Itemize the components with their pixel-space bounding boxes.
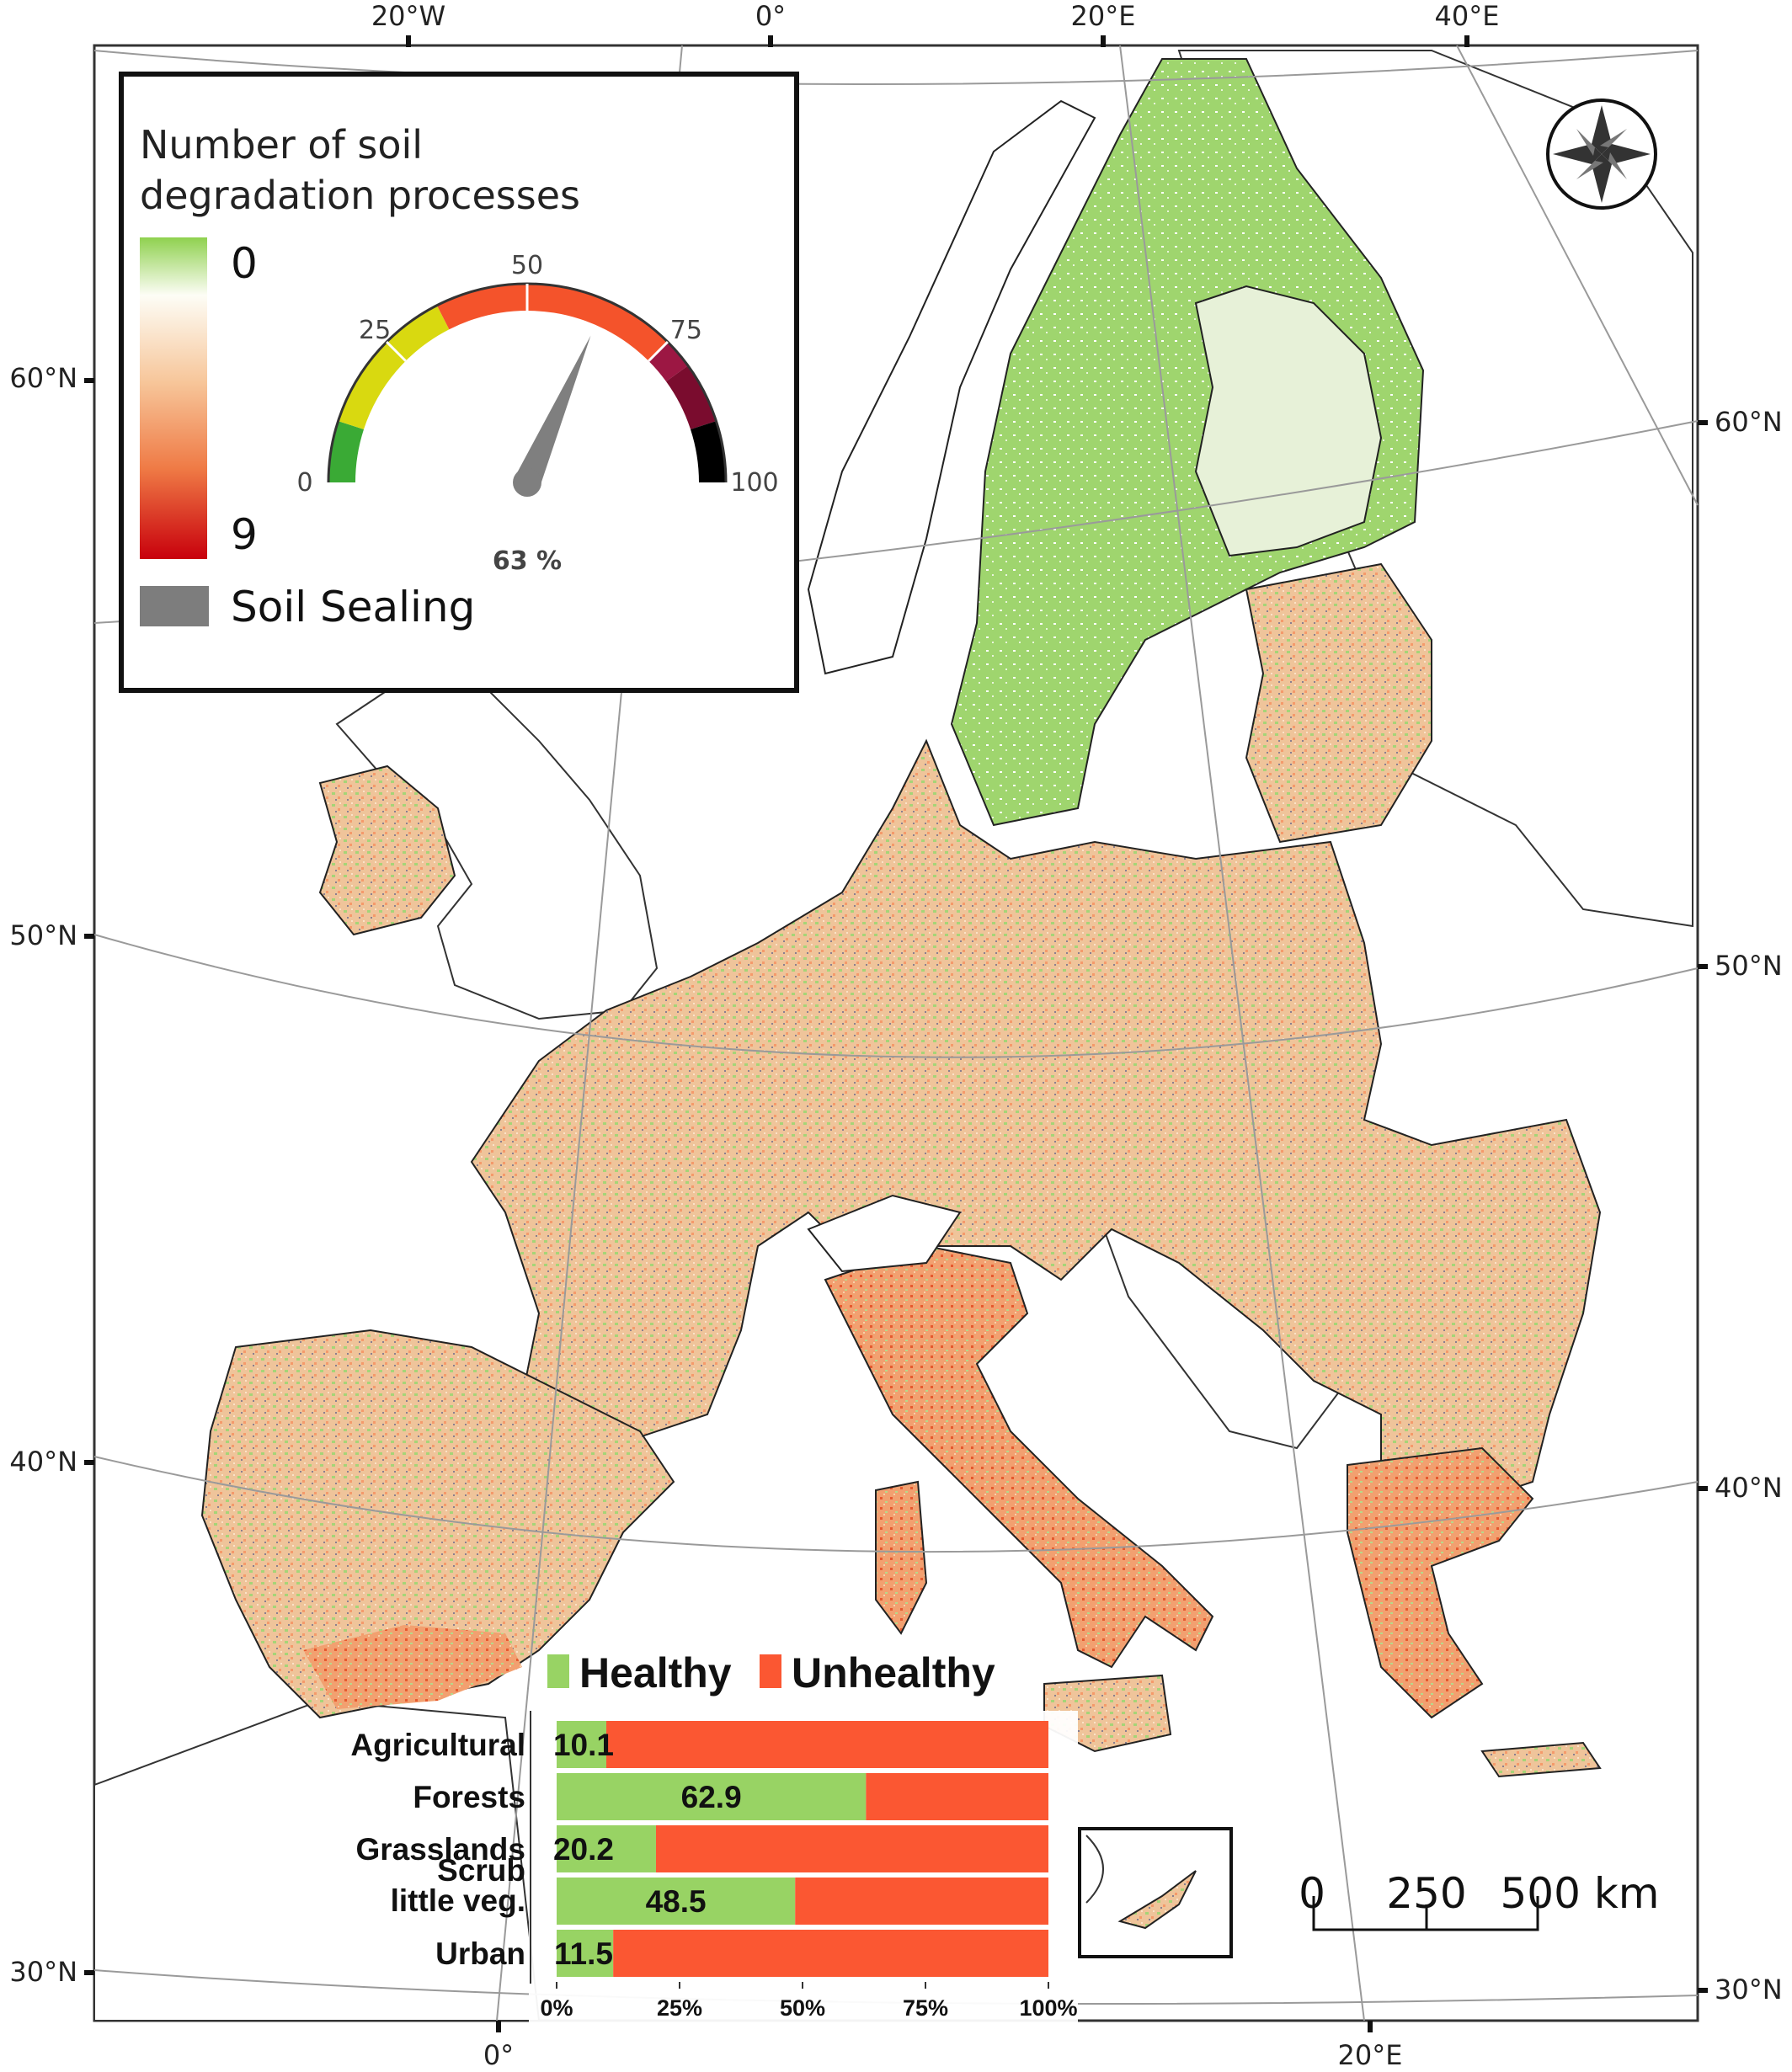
iberian-peninsula	[200, 1329, 675, 1719]
gauge-divider-75	[648, 341, 669, 362]
bar-healthy-3	[557, 1878, 796, 1925]
soil-sealing-label: Soil Sealing	[231, 583, 475, 631]
graticule-ticks	[84, 35, 1708, 2032]
lon-label-top-1: 0°	[755, 0, 786, 32]
bar-healthy-4	[557, 1930, 614, 1977]
switzerland	[807, 1194, 962, 1273]
land-cover-health-chart: Healthy Unhealthy 10.1 Agricultural 62.9 Fo…	[350, 1649, 1078, 2031]
legend-title-line1: Number of soil	[140, 122, 423, 168]
gauge-tick-label-4: 100	[730, 468, 778, 498]
scale-label-0: 0	[1299, 1869, 1325, 1918]
bar-unhealthy-3	[795, 1878, 1048, 1925]
bar-unhealthy-2	[655, 1825, 1048, 1872]
norway-coast	[807, 99, 1096, 675]
compass-rose-icon	[1546, 99, 1657, 210]
legend-panel: Number of soil degradation processes 0 9…	[119, 72, 799, 693]
gauge-tick-label-2: 50	[511, 251, 543, 280]
x-tick-label-4: 100%	[1019, 1995, 1077, 2021]
lon-label-bottom-1: 20°E	[1338, 2039, 1403, 2071]
finland-south	[1194, 285, 1383, 557]
x-tick-label-1: 25%	[657, 1995, 702, 2021]
degradation-gauge: 0 25 50 75 100	[296, 251, 778, 498]
x-tick-label-2: 50%	[780, 1995, 825, 2021]
bar-healthy-0	[557, 1721, 606, 1768]
legend-max-label: 9	[231, 510, 258, 559]
bar-category-label-3-1: little veg.	[391, 1883, 525, 1918]
gauge-band-4	[666, 365, 717, 429]
sardinia	[875, 1480, 928, 1635]
lat-label-left-2: 40°N	[9, 1446, 77, 1478]
gauge-hub	[513, 468, 541, 497]
lon-label-top-3: 40°E	[1435, 0, 1500, 32]
italy	[824, 1244, 1214, 1669]
gauge-tick-label-3: 75	[670, 316, 702, 345]
bar-value-label-4: 11.5	[554, 1936, 613, 1971]
legend-healthy-swatch	[547, 1654, 569, 1688]
nordic-region	[807, 58, 1425, 827]
lat-label-right-3: 30°N	[1715, 1973, 1783, 2005]
bar-unhealthy-1	[866, 1773, 1048, 1820]
greece	[1347, 1446, 1534, 1719]
x-tick-label-0: 0%	[540, 1995, 573, 2021]
bar-value-label-3: 48.5	[646, 1884, 707, 1919]
gauge-band-1	[338, 305, 450, 429]
lat-label-left-0: 60°N	[9, 362, 77, 394]
gauge-value-label: 63 %	[493, 546, 562, 576]
legend-title-line2: degradation processes	[140, 173, 580, 218]
crete	[1480, 1741, 1602, 1778]
bar-category-label-2-0: Grasslands	[355, 1832, 525, 1867]
lon-label-bottom-0: 0°	[483, 2039, 514, 2071]
bar-category-label-0-0: Agricultural	[350, 1728, 525, 1762]
cyprus	[1117, 1870, 1197, 1930]
bar-category-label-1-0: Forests	[413, 1780, 525, 1814]
gauge-band-0	[328, 421, 364, 482]
legend-min-label: 0	[231, 239, 258, 288]
bar-unhealthy-0	[605, 1721, 1048, 1768]
scale-label-500: 500 km	[1501, 1869, 1660, 1918]
soil-sealing-swatch	[140, 586, 209, 626]
cyprus-inset	[1078, 1827, 1233, 1958]
legend-healthy-label: Healthy	[579, 1649, 732, 1696]
gauge-tick-label-1: 25	[359, 316, 391, 345]
sweden-finland-land	[950, 58, 1425, 827]
legend-color-ramp	[140, 237, 207, 559]
bar-value-label-2: 20.2	[553, 1832, 614, 1867]
graticule-labels: 20°W 0° 20°E 40°E 0° 20°E 60°N 50°N 40°N…	[9, 0, 1782, 2071]
baltic-states	[1245, 562, 1432, 844]
scale-bar: 0 250 500 km	[1299, 1869, 1660, 1931]
lon-label-top-2: 20°E	[1071, 0, 1136, 32]
ireland	[318, 764, 456, 936]
lat-label-right-0: 60°N	[1715, 406, 1783, 438]
gauge-tick-label-0: 0	[296, 468, 312, 498]
bar-value-label-1: 62.9	[681, 1780, 742, 1814]
lat-label-right-1: 50°N	[1715, 950, 1783, 982]
x-tick-label-3: 75%	[903, 1995, 948, 2021]
gauge-band-5	[691, 421, 726, 482]
legend-unhealthy-label: Unhealthy	[792, 1649, 995, 1696]
gauge-needle	[515, 335, 591, 488]
bar-category-label-3-0: Scrub	[437, 1853, 525, 1888]
lat-label-right-2: 40°N	[1715, 1472, 1783, 1504]
bar-unhealthy-4	[613, 1930, 1048, 1977]
bar-healthy-2	[557, 1825, 656, 1872]
lat-label-left-3: 30°N	[9, 1956, 77, 1988]
bar-category-label-4-0: Urban	[435, 1936, 525, 1971]
andalusia-hot-zone	[303, 1625, 522, 1709]
lon-label-top-0: 20°W	[371, 0, 445, 32]
bar-value-label-0: 10.1	[553, 1728, 614, 1762]
bar-healthy-1	[557, 1773, 867, 1820]
legend-unhealthy-swatch	[760, 1654, 781, 1688]
north-africa-west	[93, 1699, 541, 2021]
gauge-divider-25	[386, 341, 407, 362]
lat-label-left-1: 50°N	[9, 919, 77, 951]
